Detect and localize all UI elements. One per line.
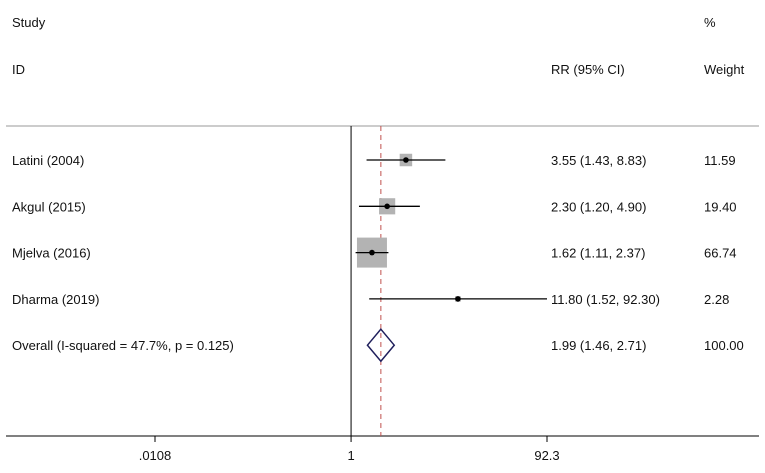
- study-rr-ci: 2.30 (1.20, 4.90): [551, 199, 646, 214]
- forest-marks: [355, 153, 547, 363]
- study-label: Latini (2004): [12, 153, 84, 168]
- study-point-estimate: [384, 203, 390, 210]
- header-study: Study: [12, 15, 46, 30]
- x-tick-label: 92.3: [534, 448, 559, 463]
- study-point-estimate: [369, 249, 375, 256]
- study-point-estimate: [403, 157, 409, 163]
- header-weight-percent: %: [704, 15, 716, 30]
- study-weight: 11.59: [704, 153, 736, 168]
- forest-labels: Latini (2004) 3.55 (1.43, 8.83) 11.59 Akgul…: [12, 153, 744, 353]
- study-weight: 19.40: [704, 199, 737, 214]
- header-effect: RR (95% CI): [551, 62, 625, 77]
- overall-weight: 100.00: [704, 338, 744, 353]
- header-id: ID: [12, 62, 25, 77]
- study-point-estimate: [455, 296, 461, 302]
- study-rr-ci: 11.80 (1.52, 92.30): [551, 292, 660, 307]
- study-label: Mjelva (2016): [12, 246, 91, 261]
- study-weight: 2.28: [704, 292, 729, 307]
- overall-label: Overall (I-squared = 47.7%, p = 0.125): [12, 338, 234, 353]
- x-tick-label: 1: [347, 448, 354, 463]
- overall-rr-ci: 1.99 (1.46, 2.71): [551, 338, 646, 353]
- header-weight: Weight: [704, 62, 745, 77]
- x-tick-label: .0108: [139, 448, 172, 463]
- x-axis-ticks: .0108 1 92.3: [139, 436, 560, 463]
- study-rr-ci: 3.55 (1.43, 8.83): [551, 153, 646, 168]
- study-label: Dharma (2019): [12, 292, 99, 307]
- study-weight: 66.74: [704, 246, 737, 261]
- overall-diamond: [366, 328, 396, 363]
- study-rr-ci: 1.62 (1.11, 2.37): [551, 246, 645, 261]
- study-label: Akgul (2015): [12, 199, 86, 214]
